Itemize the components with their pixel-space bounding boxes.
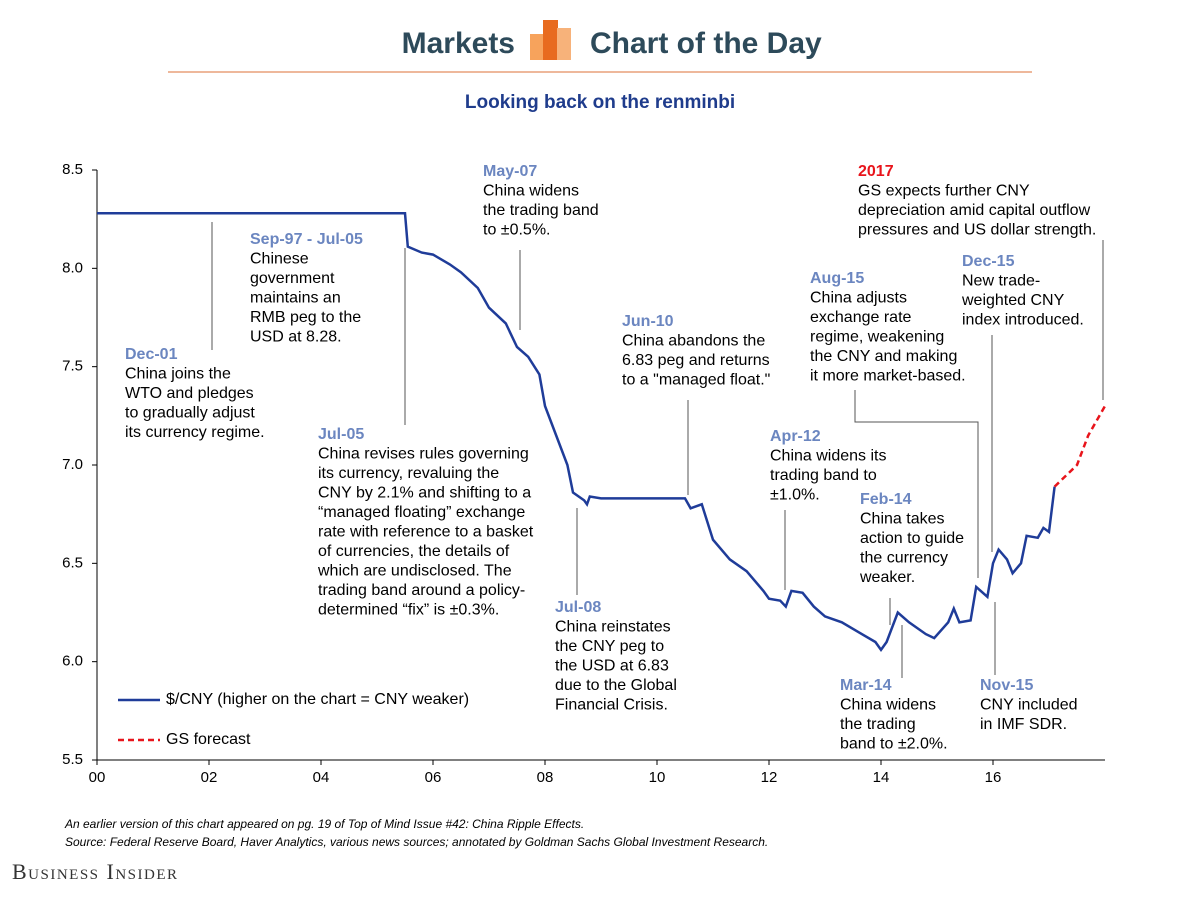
annotation-text: weaker. <box>859 569 915 586</box>
annotation-heading: Dec-01 <box>125 346 178 363</box>
annotation-text: its currency regime. <box>125 424 265 441</box>
annotation-text: weighted CNY <box>961 292 1065 309</box>
annotation-text: CNY included <box>980 697 1078 714</box>
annotation-text: the trading band <box>483 202 599 219</box>
annotation-text: New trade- <box>962 273 1040 290</box>
annotation-text: its currency, revaluing the <box>318 465 499 482</box>
annotation-text: 6.83 peg and returns <box>622 352 770 369</box>
brand: Business Insider <box>12 859 179 884</box>
header-right: Chart of the Day <box>590 27 822 60</box>
annotation-heading: Mar-14 <box>840 677 892 694</box>
annotation-text: Chinese <box>250 251 309 268</box>
y-tick-label: 7.0 <box>62 456 83 473</box>
x-tick-label: 12 <box>761 769 778 786</box>
header-left: Markets <box>402 27 515 60</box>
annotation-text: Financial Crisis. <box>555 697 668 714</box>
x-tick-label: 16 <box>985 769 1002 786</box>
annotation-heading: Feb-14 <box>860 491 912 508</box>
chart-title: Looking back on the renminbi <box>465 92 735 113</box>
annotation-text: band to ±2.0%. <box>840 736 948 753</box>
legend-label: $/CNY (higher on the chart = CNY weaker) <box>166 691 469 708</box>
x-tick-label: 08 <box>537 769 554 786</box>
annotation-text: maintains an <box>250 290 341 307</box>
annotation-text: the trading <box>840 716 916 733</box>
annotation-text: the CNY and making <box>810 348 957 365</box>
annotation-text: China widens its <box>770 448 887 465</box>
annotation-heading: Nov-15 <box>980 677 1033 694</box>
annotation-text: of currencies, the details of <box>318 543 510 560</box>
annotation-text: China revises rules governing <box>318 446 529 463</box>
annotation-text: China reinstates <box>555 619 671 636</box>
y-tick-label: 8.0 <box>62 259 83 276</box>
annotation-heading: Dec-15 <box>962 253 1015 270</box>
annotation-text: China widens <box>483 183 579 200</box>
x-tick-label: 02 <box>201 769 218 786</box>
series-line <box>97 212 1056 653</box>
footnote: An earlier version of this chart appeare… <box>64 817 584 831</box>
annotation-text: depreciation amid capital outflow <box>858 202 1091 219</box>
annotation-text: pressures and US dollar strength. <box>858 222 1096 239</box>
series-line <box>1053 405 1107 488</box>
annotation-text: to gradually adjust <box>125 405 255 422</box>
y-tick-label: 6.0 <box>62 653 83 670</box>
annotation-text: in IMF SDR. <box>980 716 1067 733</box>
annotation-heading: Jul-05 <box>318 426 364 443</box>
annotation-text: “managed floating” exchange <box>318 504 525 521</box>
leader-line <box>854 390 979 578</box>
annotation-text: the CNY peg to <box>555 638 664 655</box>
annotation-heading: Aug-15 <box>810 270 864 287</box>
annotation-text: RMB peg to the <box>250 309 361 326</box>
annotation-text: trading band to <box>770 467 877 484</box>
annotation-heading: May-07 <box>483 163 537 180</box>
annotation-text: which are undisclosed. The <box>317 563 512 580</box>
annotation-text: the USD at 6.83 <box>555 658 669 675</box>
annotation-text: the currency <box>860 550 948 567</box>
y-tick-label: 5.5 <box>62 751 83 768</box>
annotation-heading: Apr-12 <box>770 428 821 445</box>
annotation-text: WTO and pledges <box>125 385 254 402</box>
annotation-text: determined “fix” is ±0.3%. <box>318 602 499 619</box>
annotation-text: exchange rate <box>810 309 912 326</box>
x-tick-label: 04 <box>313 769 330 786</box>
annotation-text: regime, weakening <box>810 329 944 346</box>
annotation-text: China takes <box>860 511 945 528</box>
x-tick-label: 00 <box>89 769 106 786</box>
annotation-text: index introduced. <box>962 312 1084 329</box>
annotation-text: China widens <box>840 697 936 714</box>
x-tick-label: 14 <box>873 769 890 786</box>
annotation-heading: Jul-08 <box>555 599 601 616</box>
annotation-text: China adjusts <box>810 290 907 307</box>
annotation-text: ±1.0%. <box>770 487 820 504</box>
x-tick-label: 06 <box>425 769 442 786</box>
y-tick-label: 8.5 <box>62 161 83 178</box>
annotation-heading: Jun-10 <box>622 313 674 330</box>
annotation-text: China abandons the <box>622 333 765 350</box>
x-tick-label: 10 <box>649 769 666 786</box>
annotation-heading: Sep-97 - Jul-05 <box>250 231 363 248</box>
header-icon <box>530 20 571 60</box>
legend-label: GS forecast <box>166 731 251 748</box>
annotation-text: due to the Global <box>555 677 677 694</box>
annotation-text: trading band around a policy- <box>318 582 525 599</box>
annotation-text: it more market-based. <box>810 368 966 385</box>
annotation-text: to ±0.5%. <box>483 222 550 239</box>
annotation-text: rate with reference to a basket <box>318 524 534 541</box>
footnote: Source: Federal Reserve Board, Haver Ana… <box>65 835 768 849</box>
annotation-text: GS expects further CNY <box>858 183 1030 200</box>
annotation-heading: 2017 <box>858 163 894 180</box>
annotation-text: CNY by 2.1% and shifting to a <box>318 485 531 502</box>
annotation-text: action to guide <box>860 530 964 547</box>
y-tick-label: 7.5 <box>62 358 83 375</box>
annotation-text: China joins the <box>125 366 231 383</box>
annotation-text: USD at 8.28. <box>250 329 342 346</box>
annotation-text: government <box>250 270 335 287</box>
annotation-text: to a "managed float." <box>622 372 770 389</box>
y-tick-label: 6.5 <box>62 554 83 571</box>
